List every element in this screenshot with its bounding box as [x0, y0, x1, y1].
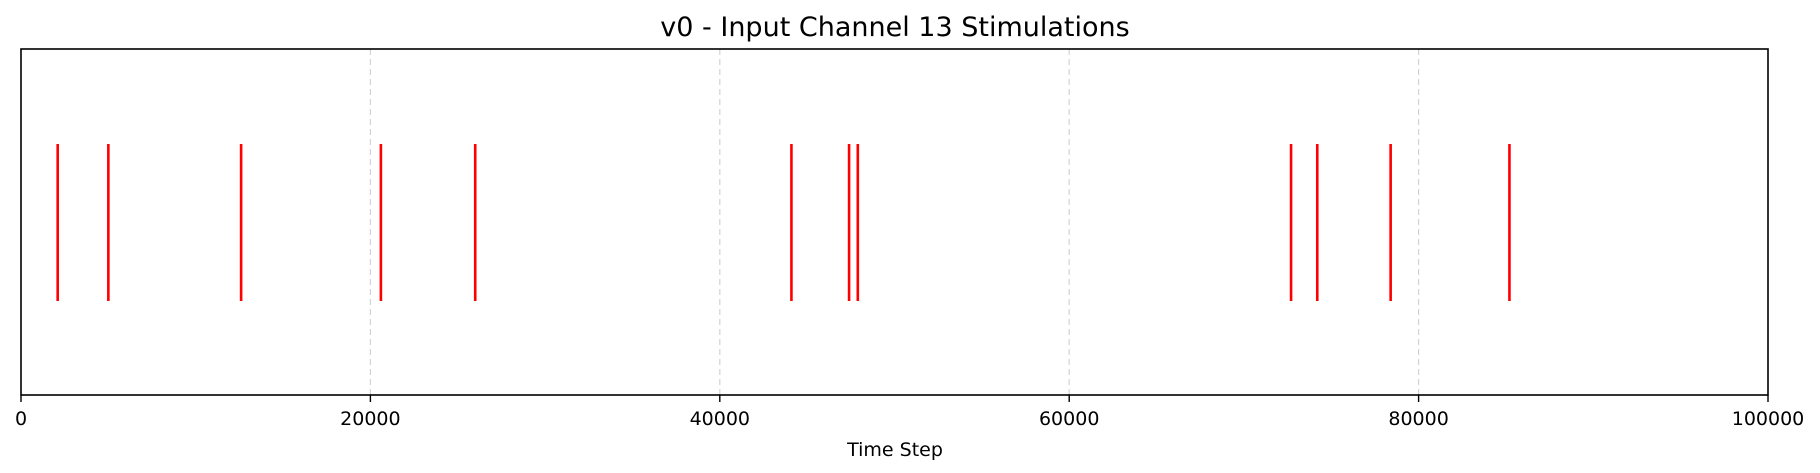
- x-tick-label: 80000: [1388, 408, 1448, 430]
- x-axis-ticks: 0 20000 40000 60000 80000 100000: [15, 395, 1804, 430]
- x-tick-label: 60000: [1039, 408, 1099, 430]
- x-tick-label: 100000: [1732, 408, 1805, 430]
- x-tick-label: 20000: [340, 408, 400, 430]
- x-tick-label: 0: [15, 408, 27, 430]
- chart-title: v0 - Input Channel 13 Stimulations: [660, 12, 1129, 43]
- plot-area-frame: [20, 48, 1769, 396]
- event-marks: [56, 144, 1511, 301]
- grid-lines: [369, 49, 1420, 395]
- x-axis-label: Time Step: [846, 439, 943, 461]
- x-tick-label: 40000: [690, 408, 750, 430]
